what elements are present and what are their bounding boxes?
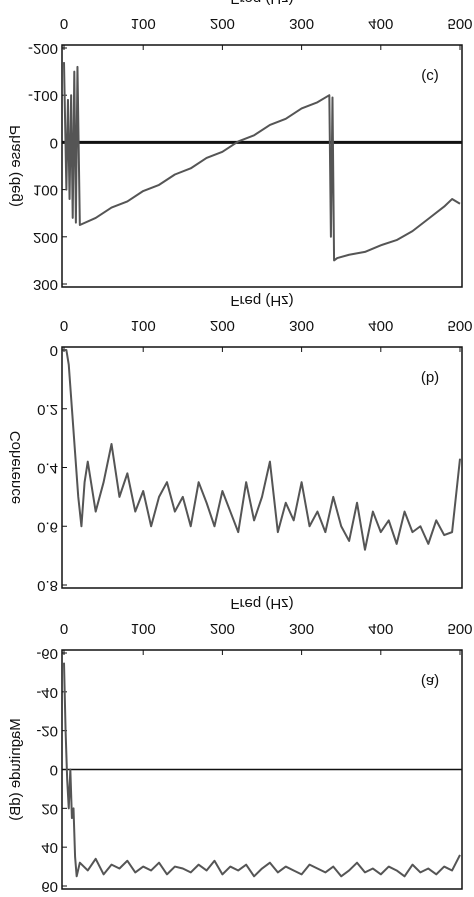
y-tick-label: 100	[33, 182, 58, 199]
x-axis-label: Freq (Hz)	[230, 292, 293, 309]
y-tick-label: 0	[50, 342, 58, 359]
y-axis-label: Coherence	[7, 431, 24, 504]
plot-frame	[61, 346, 463, 589]
x-axis-label: Freq (Hz)	[230, 0, 293, 7]
y-tick-label: 0.2	[37, 401, 58, 418]
x-tick-label: 100	[131, 620, 156, 637]
y-tick-label: -40	[36, 684, 58, 701]
x-tick-label: 300	[289, 620, 314, 637]
y-axis-label: Magnitude (dB)	[7, 718, 24, 821]
panel-label: (c)	[421, 68, 439, 85]
x-tick-label: 200	[210, 317, 235, 334]
x-tick-label: 400	[368, 620, 393, 637]
y-tick-label: -20	[36, 723, 58, 740]
x-tick-label: 500	[447, 317, 472, 334]
y-tick-label: 0	[50, 762, 58, 779]
y-tick-label: 40	[41, 839, 58, 856]
x-tick-label: 200	[210, 15, 235, 32]
y-tick-label: 0.8	[37, 577, 58, 594]
x-tick-label: 0	[60, 15, 68, 32]
y-tick-label: 300	[33, 276, 58, 293]
x-tick-label: 400	[368, 15, 393, 32]
x-tick-label: 300	[289, 15, 314, 32]
x-tick-label: 400	[368, 317, 393, 334]
y-tick-label: 0.6	[37, 518, 58, 535]
y-tick-label: 0	[50, 134, 58, 151]
x-tick-label: 500	[447, 15, 472, 32]
x-tick-label: 0	[60, 317, 68, 334]
y-tick-label: -60	[36, 645, 58, 662]
y-tick-label: 20	[41, 800, 58, 817]
y-tick-label: -200	[28, 40, 58, 57]
y-tick-label: 60	[41, 878, 58, 895]
x-tick-label: 100	[131, 15, 156, 32]
y-tick-label: 200	[33, 229, 58, 246]
data-line	[63, 662, 461, 878]
plot-frame	[61, 44, 463, 288]
y-tick-label: -100	[28, 87, 58, 104]
y-tick-label: 0.4	[37, 460, 58, 477]
x-tick-label: 500	[447, 620, 472, 637]
panel-label: (a)	[421, 673, 439, 690]
data-line	[64, 349, 461, 551]
x-tick-label: 100	[131, 317, 156, 334]
data-line	[63, 62, 461, 262]
x-tick-label: 200	[210, 620, 235, 637]
x-axis-label: Freq (Hz)	[230, 595, 293, 612]
panel-label: (b)	[421, 370, 439, 387]
y-axis-label: Phase (deg)	[7, 125, 24, 207]
x-tick-label: 0	[60, 620, 68, 637]
x-tick-label: 300	[289, 317, 314, 334]
